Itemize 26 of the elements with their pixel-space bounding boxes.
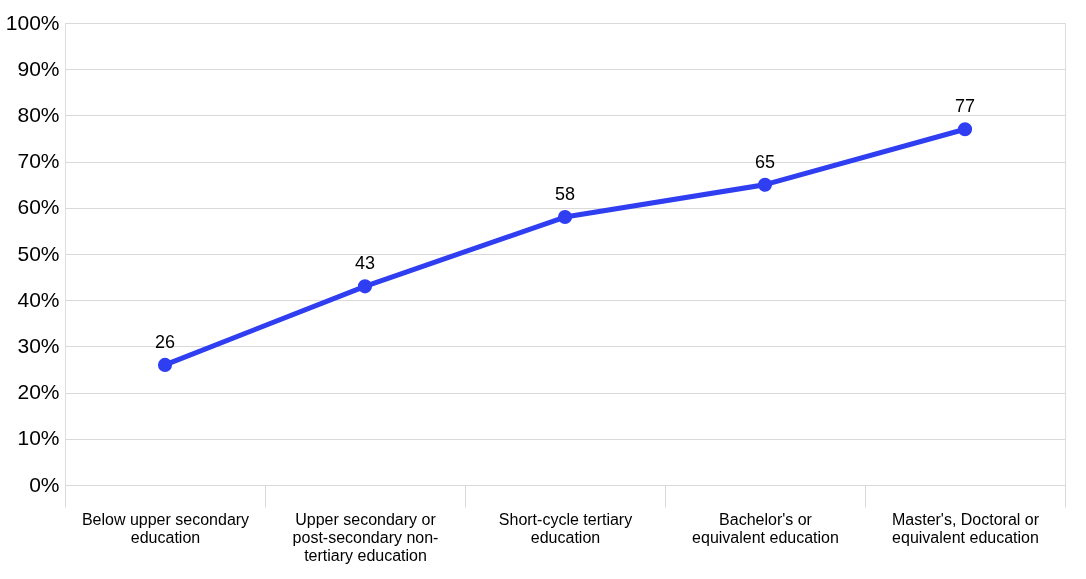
y-tick-label: 20% xyxy=(17,380,60,404)
y-tick-label: 70% xyxy=(17,149,60,173)
point xyxy=(957,122,973,137)
data-label: 43 xyxy=(354,253,376,274)
y-tick-label: 60% xyxy=(17,195,60,219)
x-tick-label: Upper secondary or post-secondary non-tertiary education xyxy=(292,510,439,564)
x-tick-label: Bachelor's or equivalent education xyxy=(692,510,839,546)
data-label: 77 xyxy=(954,96,976,117)
data-label: 26 xyxy=(154,331,176,352)
y-tick-label: 100% xyxy=(5,10,60,34)
y-tick-label: 90% xyxy=(17,56,60,80)
y-tick-label: 50% xyxy=(17,241,60,265)
y-tick-label: 30% xyxy=(17,333,60,357)
point xyxy=(357,279,373,294)
y-tick-label: 0% xyxy=(29,472,60,496)
y-tick-label: 40% xyxy=(17,287,60,311)
x-tick-label: Master's, Doctoral or equivalent education xyxy=(891,510,1040,546)
data-label: 58 xyxy=(554,184,576,205)
x-tick-label: Below upper secondary education xyxy=(81,510,250,546)
y-tick-label: 80% xyxy=(17,102,60,126)
data-label: 65 xyxy=(754,151,776,172)
x-tick-label: Short-cycle tertiary education xyxy=(498,510,633,546)
point xyxy=(757,177,773,192)
point xyxy=(157,357,173,372)
y-tick-label: 10% xyxy=(17,426,60,450)
point xyxy=(557,209,573,225)
